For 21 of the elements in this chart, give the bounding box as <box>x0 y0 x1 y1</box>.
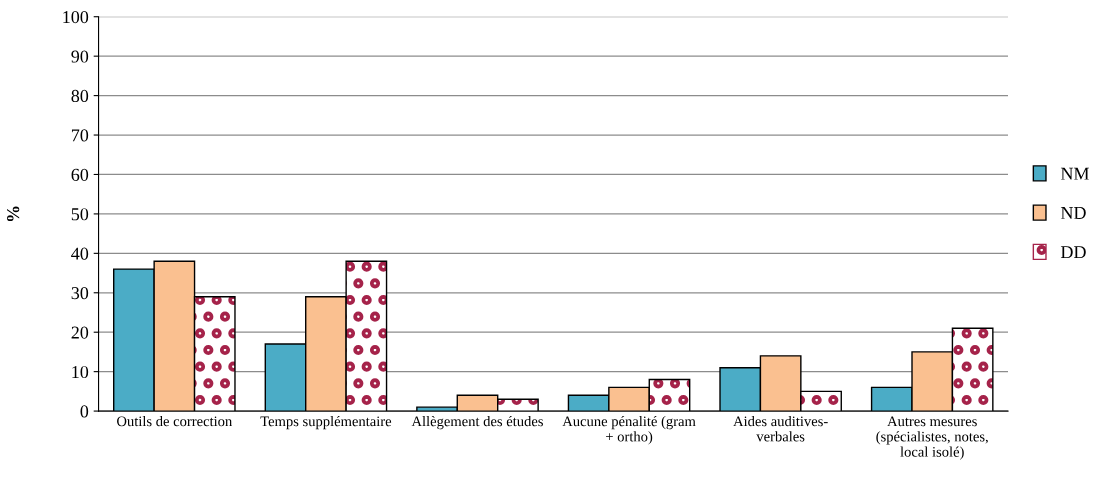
legend-label: DD <box>1060 246 1086 259</box>
x-tick-label: Temps supplémentaire <box>260 415 392 430</box>
y-tick-label: 100 <box>63 10 89 24</box>
y-tick-label: 50 <box>71 208 89 221</box>
y-axis-title: % <box>7 206 20 222</box>
y-tick-label: 70 <box>71 129 89 142</box>
x-tick-label: Allègement des études <box>411 415 543 430</box>
y-tick-label: 90 <box>71 50 89 63</box>
x-tick-label: Autres mesures (spécialistes, notes, local isolé) <box>876 416 988 460</box>
x-tick-label: Outils de correction <box>117 415 233 427</box>
x-tick-label: Aucune pénalité (gram + ortho) <box>562 415 696 445</box>
y-tick-label: 10 <box>72 365 89 379</box>
legend-label: NM <box>1060 167 1089 180</box>
y-tick-label: 40 <box>71 247 89 260</box>
y-tick-label: 60 <box>71 168 89 181</box>
legend-label: ND <box>1060 207 1086 219</box>
y-tick-label: 80 <box>71 89 89 103</box>
y-tick-label: 0 <box>80 405 89 418</box>
x-tick-label: Aides auditives- verbales <box>733 415 828 442</box>
y-tick-label: 30 <box>71 287 89 300</box>
y-tick-label: 20 <box>71 326 89 339</box>
